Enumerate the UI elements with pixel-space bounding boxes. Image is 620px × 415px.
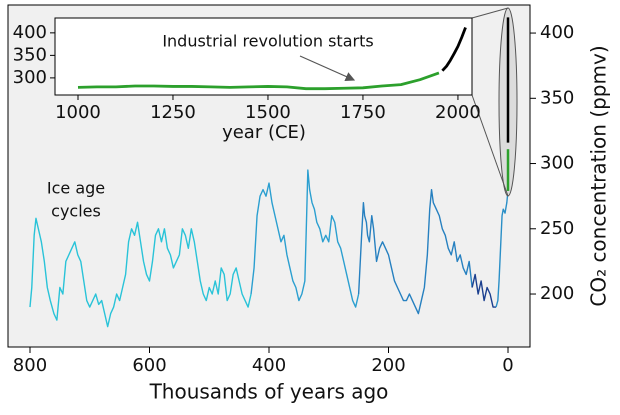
line xyxy=(29,217,252,328)
inset-x-tick-label: 2000 xyxy=(435,102,481,123)
x-axis-label: Thousands of years ago xyxy=(149,380,389,404)
inset-x-tick-label: 1000 xyxy=(55,102,101,123)
annotation: Ice age xyxy=(47,179,105,198)
line xyxy=(77,71,440,91)
annotation-arrow xyxy=(299,55,356,81)
x-tick-label: 600 xyxy=(132,355,166,376)
inset-x-tick-label: 1500 xyxy=(245,102,291,123)
inset-x-axis-label: year (CE) xyxy=(222,122,306,143)
zoom-line xyxy=(471,7,509,19)
x-tick-label: 0 xyxy=(502,355,513,376)
y-tick-label: 350 xyxy=(540,87,574,108)
inset-y-tick-label: 350 xyxy=(13,44,47,65)
line xyxy=(441,26,467,72)
line xyxy=(471,273,497,308)
zoom-line xyxy=(471,94,509,197)
y-axis-label: CO₂ concentration (ppmv) xyxy=(587,45,611,306)
inset-x-tick-label: 1750 xyxy=(340,102,386,123)
x-tick-label: 800 xyxy=(13,355,47,376)
annotation: cycles xyxy=(51,202,101,221)
y-tick-label: 300 xyxy=(540,153,574,174)
line xyxy=(357,188,473,315)
inset-y-tick-label: 300 xyxy=(13,67,47,88)
y-tick-label: 400 xyxy=(540,22,574,43)
inset-y-tick-label: 400 xyxy=(13,22,47,43)
inset-x-tick-label: 1250 xyxy=(150,102,196,123)
x-tick-label: 400 xyxy=(252,355,286,376)
line xyxy=(250,169,360,308)
y-tick-label: 200 xyxy=(540,283,574,304)
y-tick-label: 250 xyxy=(540,218,574,239)
zoom-callout xyxy=(471,7,518,197)
inset-axes xyxy=(54,17,473,96)
x-tick-label: 200 xyxy=(371,355,405,376)
line xyxy=(495,192,509,308)
annotation: Industrial revolution starts xyxy=(162,32,373,51)
